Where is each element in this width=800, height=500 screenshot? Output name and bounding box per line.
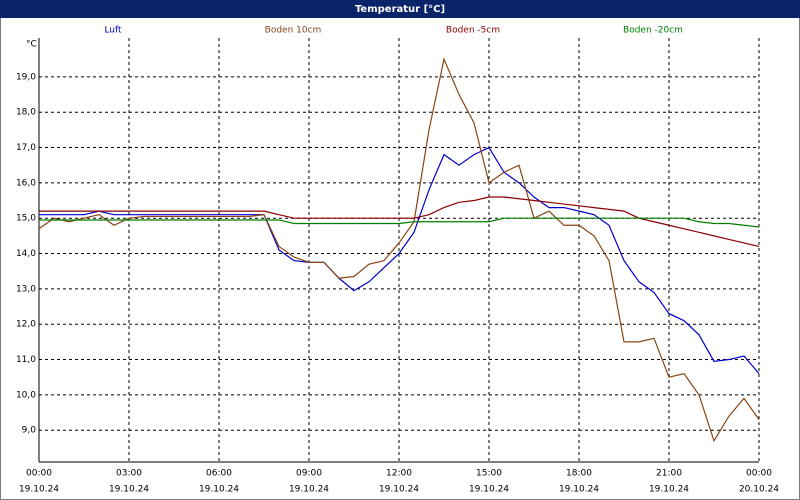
x-tick-label: 15:00 — [476, 469, 502, 479]
y-tick-label: 15,0 — [16, 214, 36, 224]
x-tick-date: 19.10.24 — [379, 485, 419, 495]
x-tick-label: 06:00 — [206, 469, 232, 479]
x-tick-label: 12:00 — [386, 469, 412, 479]
y-unit: °C — [26, 40, 37, 50]
x-tick-label: 18:00 — [566, 469, 592, 479]
x-tick-label: 21:00 — [656, 469, 682, 479]
y-tick-label: 19,0 — [16, 72, 36, 82]
x-tick-date: 20.10.24 — [739, 485, 779, 495]
x-tick-date: 19.10.24 — [469, 485, 509, 495]
series-line — [39, 146, 760, 375]
y-tick-label: 9,0 — [22, 426, 37, 436]
x-tick-date: 19.10.24 — [199, 485, 239, 495]
chart-title: Temperatur [°C] — [355, 4, 445, 15]
y-tick-label: 12,0 — [16, 320, 36, 330]
x-tick-label: 09:00 — [296, 469, 322, 479]
series-line — [39, 217, 760, 228]
y-tick-label: 17,0 — [16, 143, 36, 153]
y-tick-label: 11,0 — [16, 355, 36, 365]
legend-entry: Luft — [104, 26, 122, 36]
series-line — [38, 57, 760, 443]
y-tick-label: 13,0 — [16, 284, 36, 294]
x-tick-date: 19.10.24 — [559, 485, 599, 495]
legend-entry: Boden -20cm — [623, 26, 683, 36]
x-tick-date: 19.10.24 — [109, 485, 149, 495]
y-tick-label: 16,0 — [16, 178, 36, 188]
legend-entry: Boden -5cm — [446, 26, 500, 36]
x-tick-date: 19.10.24 — [649, 485, 689, 495]
y-tick-label: 14,0 — [16, 249, 36, 259]
y-tick-label: 10,0 — [16, 390, 36, 400]
x-tick-date: 19.10.24 — [19, 485, 59, 495]
y-tick-label: 18,0 — [16, 108, 36, 118]
title-bar — [0, 0, 800, 18]
x-tick-label: 00:00 — [26, 469, 52, 479]
x-tick-date: 19.10.24 — [289, 485, 329, 495]
x-tick-label: 00:00 — [746, 469, 772, 479]
x-tick-label: 03:00 — [116, 469, 142, 479]
legend-entry: Boden 10cm — [265, 26, 322, 36]
